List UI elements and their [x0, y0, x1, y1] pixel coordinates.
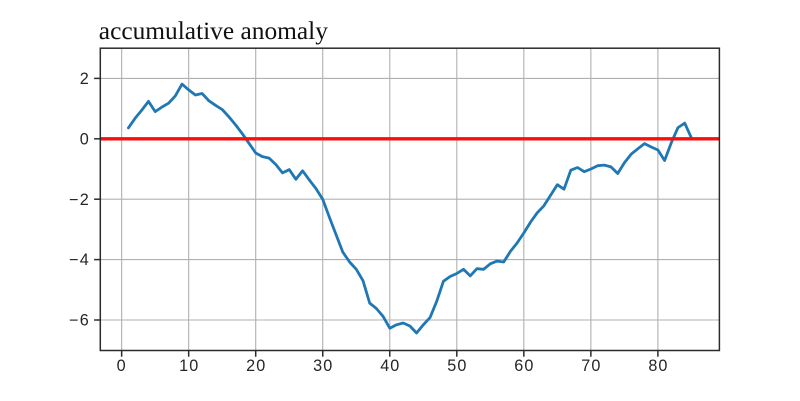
- svg-text:50: 50: [447, 357, 467, 375]
- svg-text:60: 60: [514, 357, 534, 375]
- svg-text:0: 0: [117, 357, 127, 375]
- svg-text:40: 40: [380, 357, 400, 375]
- svg-text:0: 0: [80, 130, 90, 148]
- svg-text:−2: −2: [69, 191, 90, 209]
- svg-text:80: 80: [648, 357, 668, 375]
- svg-text:−6: −6: [69, 312, 90, 330]
- svg-text:70: 70: [581, 357, 601, 375]
- svg-text:10: 10: [179, 357, 199, 375]
- svg-text:2: 2: [80, 70, 90, 88]
- svg-text:30: 30: [313, 357, 333, 375]
- svg-text:20: 20: [246, 357, 266, 375]
- svg-text:accumulative anomaly: accumulative anomaly: [99, 17, 328, 45]
- svg-text:−4: −4: [69, 251, 90, 269]
